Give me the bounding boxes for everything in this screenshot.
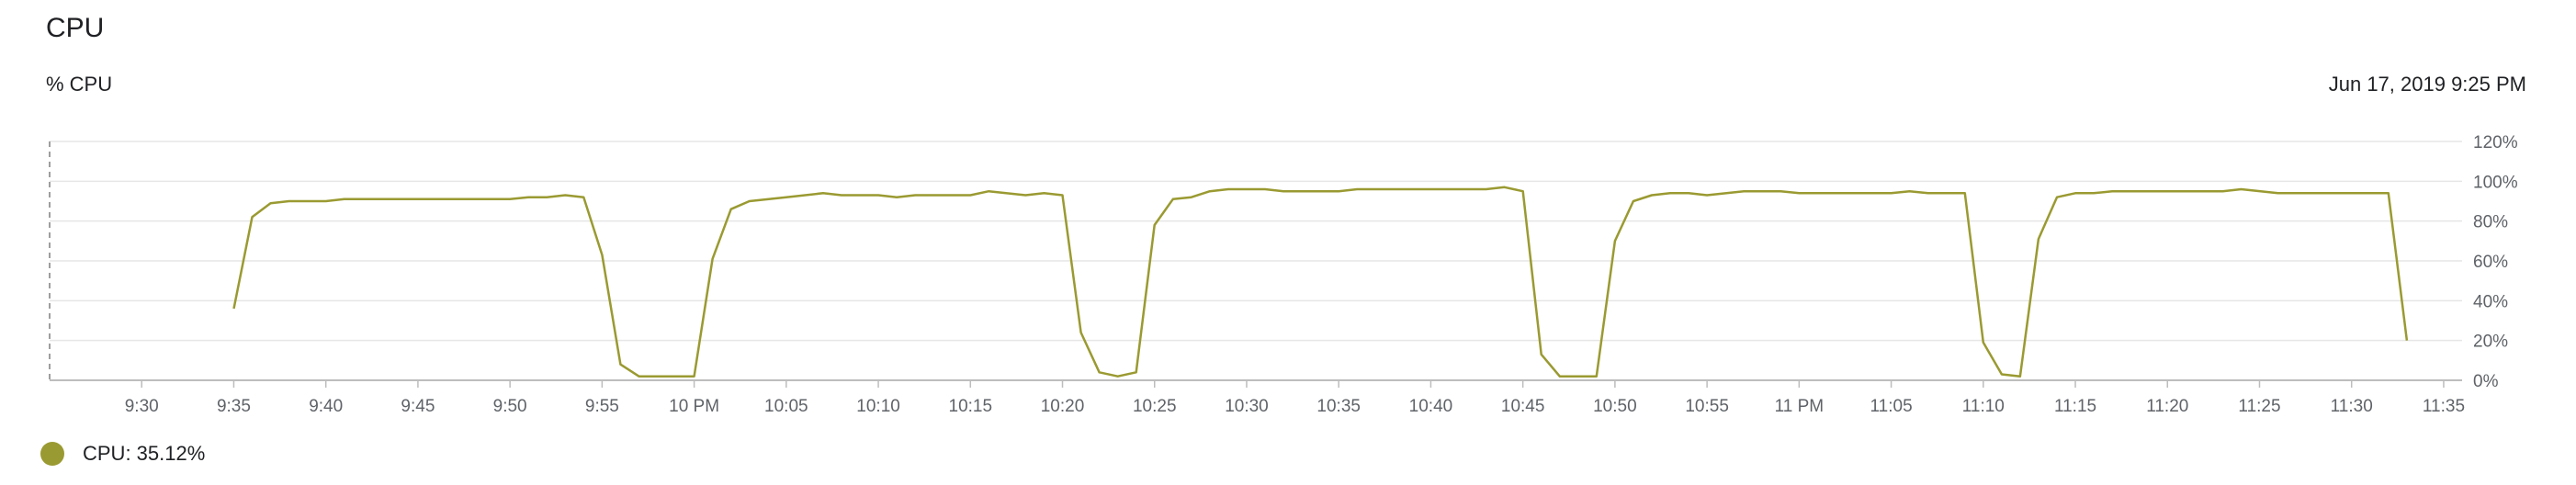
x-tick-label: 10:15	[949, 397, 993, 416]
x-tick-label: 10:25	[1133, 397, 1177, 416]
x-tick-label: 11 PM	[1775, 397, 1825, 416]
x-tick-label: 11:10	[1962, 397, 2005, 416]
y-axis-ticks: 0% 20% 40% 60% 80% 100% 120%	[2473, 133, 2518, 391]
x-tick-label: 11:05	[1870, 397, 1913, 416]
x-tick-label: 10:45	[1501, 397, 1545, 416]
legend-swatch	[40, 442, 64, 466]
x-tick-label: 10:05	[764, 397, 808, 416]
x-tick-label: 10:30	[1225, 397, 1269, 416]
x-tick-label: 9:45	[401, 397, 435, 416]
x-tick-label: 10 PM	[669, 397, 719, 416]
y-tick-label: 100%	[2473, 173, 2518, 192]
x-tick-label: 11:35	[2423, 397, 2465, 416]
y-tick-label: 40%	[2473, 292, 2508, 311]
x-tick-label: 9:50	[493, 397, 527, 416]
x-tick-label: 11:30	[2331, 397, 2373, 416]
legend[interactable]: CPU: 35.12%	[40, 442, 205, 466]
series-group	[232, 186, 2409, 378]
x-tick-label: 10:40	[1409, 397, 1453, 416]
y-tick-label: 60%	[2473, 253, 2508, 272]
grid-lines	[50, 141, 2462, 381]
legend-label: CPU: 35.12%	[83, 442, 206, 465]
x-tick-label: 9:55	[585, 397, 619, 416]
chart-subtitle: % CPU	[46, 73, 113, 96]
x-tick-label: 10:35	[1316, 397, 1361, 416]
x-tick-label: 9:40	[309, 397, 343, 416]
x-tick-label: 10:55	[1685, 397, 1729, 416]
x-tick-label: 11:15	[2054, 397, 2096, 416]
y-tick-label: 20%	[2473, 333, 2508, 352]
x-tick-label: 9:35	[217, 397, 251, 416]
y-tick-label: 120%	[2473, 133, 2518, 152]
x-tick-label: 10:50	[1593, 397, 1637, 416]
x-tick-label: 11:20	[2146, 397, 2188, 416]
y-tick-label: 0%	[2473, 372, 2499, 391]
y-tick-label: 80%	[2473, 213, 2508, 232]
chart-title: CPU	[46, 13, 105, 43]
chart-timestamp: Jun 17, 2019 9:25 PM	[2328, 73, 2526, 96]
x-tick-label: 9:30	[125, 397, 159, 416]
x-tick-label: 10:10	[856, 397, 900, 416]
x-axis-ticks: 9:30 9:35 9:40 9:45 9:50 9:55 10 PM 10:05 10:10 1…	[125, 380, 2465, 416]
x-tick-label: 11:25	[2238, 397, 2280, 416]
series-line-cpu[interactable]	[232, 186, 2409, 378]
x-tick-label: 10:20	[1041, 397, 1085, 416]
